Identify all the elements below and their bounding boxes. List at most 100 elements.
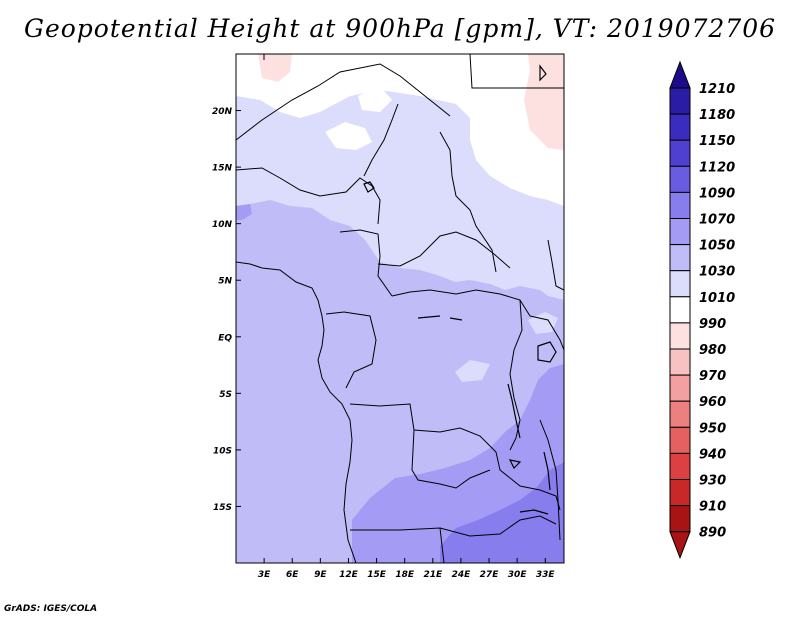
- colorbar-label: 1150: [699, 134, 735, 149]
- lat-tick-label: 10N: [212, 220, 233, 230]
- lat-tick-label: 15N: [212, 164, 233, 174]
- border-sudan-east: [469, 54, 564, 89]
- lon-tick-label: 6E: [286, 570, 299, 580]
- field-1070-1090-west-patch: [236, 204, 252, 220]
- colorbar-label: 1090: [699, 186, 735, 201]
- border-car-drc: [391, 289, 531, 317]
- colorbar-swatch: [669, 400, 691, 428]
- lon-tick-label: 30E: [508, 570, 528, 580]
- colorbar-label: 950: [699, 421, 726, 436]
- lat-tick-label: 10S: [213, 446, 232, 456]
- lat-tick-label: 20N: [212, 107, 233, 117]
- shaded-field: [236, 54, 564, 563]
- colorbar-swatch: [669, 244, 691, 272]
- field-1010-1030-north: [236, 54, 564, 206]
- colorbar-swatch: [669, 113, 691, 141]
- lakes: [363, 64, 557, 515]
- plot-title: Geopotential Height at 900hPa [gpm], VT:…: [23, 14, 777, 43]
- colorbar-label: 890: [699, 526, 726, 541]
- lake-patch-1: [417, 315, 441, 319]
- lake-patch-2: [449, 317, 463, 321]
- lat-tick-label: 5S: [219, 390, 232, 400]
- field-1010-1030-patch: [325, 122, 372, 150]
- colorbar-label: 1050: [699, 239, 735, 254]
- lon-tick-label: 9E: [314, 570, 327, 580]
- lon-tick-label: 33E: [536, 570, 556, 580]
- colorbar-swatch: [669, 479, 691, 507]
- latitude-axis: 20N 15N 10N 5N EQ 5S 10S 15S: [212, 107, 241, 513]
- colorbar-label: 1010: [699, 291, 735, 306]
- colorbar-label: 940: [699, 447, 726, 462]
- border-ethiopia: [547, 239, 564, 291]
- colorbar-swatch: [669, 218, 691, 246]
- lon-tick-label: 18E: [395, 570, 415, 580]
- colorbar-label: 1180: [699, 108, 735, 123]
- border-sahel-2: [363, 103, 399, 177]
- border-congo-gabon: [325, 311, 377, 389]
- plot-frame: [235, 53, 565, 564]
- colorbar-swatch: [669, 348, 691, 376]
- lake-tanganyika: [507, 383, 521, 439]
- border-nigeria-cameroon: [339, 229, 393, 297]
- border-east-africa: [529, 315, 564, 351]
- border-zimbabwe: [439, 515, 557, 537]
- longitude-axis: 3E 6E 9E 12E 15E 18E 21E 24E 27E 30E 33E: [258, 558, 556, 580]
- lat-tick-label: 15S: [213, 503, 232, 513]
- colorbar-swatch: [669, 191, 691, 219]
- colorbar-swatch: [669, 322, 691, 350]
- lon-tick-label: 21E: [423, 570, 443, 580]
- lon-tick-label: 3E: [258, 570, 271, 580]
- colorbar-label: 980: [699, 343, 726, 358]
- border-drc-east: [509, 299, 523, 451]
- lat-tick-label: 5N: [218, 277, 232, 287]
- colorbar-swatch: [669, 452, 691, 480]
- border-chad-sudan: [439, 131, 497, 273]
- colorbar-label: 1030: [699, 265, 735, 280]
- grads-credit: GrADS: IGES/COLA: [4, 604, 98, 614]
- border-sahel-1: [236, 167, 381, 225]
- country-borders: [236, 54, 564, 563]
- colorbar-bottom-arrow: [669, 531, 691, 560]
- lake-kariba: [519, 509, 549, 515]
- colorbar: 1210 1180 1150 1120 1090 1070 1050 1030 1010 990 9…: [669, 60, 735, 560]
- field-1010-1030-patch-2: [358, 86, 392, 112]
- colorbar-top-arrow: [669, 60, 691, 89]
- lake-malawi: [543, 451, 551, 491]
- lat-tick-label: EQ: [218, 333, 232, 343]
- lake-mweru: [508, 459, 522, 470]
- field-1030-1050-basin-patch: [455, 360, 490, 382]
- colorbar-swatch: [669, 374, 691, 402]
- lon-tick-label: 27E: [480, 570, 500, 580]
- lon-tick-label: 24E: [452, 570, 472, 580]
- lake-victoria: [537, 341, 557, 363]
- colorbar-label: 1070: [699, 213, 735, 228]
- lake-tana: [539, 64, 547, 82]
- border-car: [377, 231, 511, 269]
- colorbar-swatch: [669, 139, 691, 167]
- colorbar-label: 990: [699, 317, 726, 332]
- lon-tick-label: 12E: [339, 570, 359, 580]
- lake-chad: [363, 181, 375, 193]
- colorbar-swatch: [669, 505, 691, 533]
- colorbar-label: 970: [699, 369, 726, 384]
- border-angola-zambia: [411, 429, 491, 489]
- field-990-1010-nw: [258, 54, 292, 82]
- colorbar-swatch: [669, 426, 691, 454]
- colorbar-swatch: [669, 270, 691, 298]
- field-1090-1120: [440, 462, 564, 563]
- colorbar-label: 960: [699, 395, 726, 410]
- border-zambia: [495, 451, 561, 511]
- coastline-west-africa: [236, 261, 357, 563]
- colorbar-swatch: [669, 87, 691, 115]
- border-sahara-north: [236, 63, 451, 141]
- colorbar-swatch: [669, 165, 691, 193]
- border-drc-angola: [349, 403, 497, 453]
- border-namibia-botswana: [350, 527, 445, 563]
- colorbar-label: 910: [699, 500, 726, 515]
- colorbar-label: 1120: [699, 160, 735, 175]
- colorbar-swatch: [669, 296, 691, 324]
- colorbar-label: 1210: [699, 82, 735, 97]
- field-990-1010-ne: [524, 54, 564, 150]
- border-mozambique: [539, 419, 561, 541]
